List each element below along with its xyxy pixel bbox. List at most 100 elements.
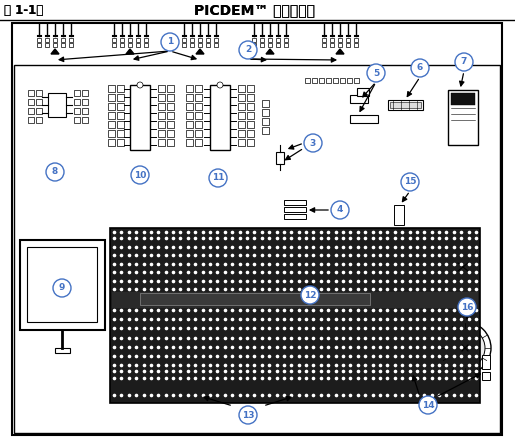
Circle shape (131, 166, 149, 184)
Bar (136, 43, 140, 47)
Bar (82, 99, 88, 105)
Bar (186, 121, 193, 128)
Bar (158, 85, 165, 92)
Circle shape (137, 82, 143, 88)
Bar (144, 38, 148, 42)
Text: 10: 10 (134, 171, 146, 179)
Text: 6: 6 (417, 64, 423, 72)
Bar (167, 130, 174, 137)
Circle shape (459, 342, 471, 354)
Bar (247, 130, 254, 137)
Bar (74, 90, 80, 96)
Bar (112, 43, 116, 47)
Polygon shape (126, 49, 134, 54)
Bar (108, 85, 115, 92)
Bar (37, 38, 41, 42)
Bar (74, 117, 80, 123)
Text: 3: 3 (310, 138, 316, 148)
Bar (252, 43, 256, 47)
Circle shape (401, 173, 419, 191)
Bar (108, 103, 115, 110)
Bar (36, 108, 42, 114)
Circle shape (455, 53, 473, 71)
Bar (186, 85, 193, 92)
Bar (112, 38, 116, 42)
Circle shape (209, 169, 227, 187)
Bar (340, 78, 345, 83)
Bar (136, 38, 140, 42)
Circle shape (411, 59, 429, 77)
Bar (61, 38, 65, 42)
Circle shape (301, 286, 319, 304)
Bar (276, 38, 280, 42)
Bar (260, 38, 264, 42)
Bar (247, 103, 254, 110)
Bar (167, 103, 174, 110)
Circle shape (419, 396, 437, 414)
Bar (238, 139, 245, 146)
Bar (53, 38, 57, 42)
Bar (36, 90, 42, 96)
Bar (195, 121, 202, 128)
Bar (158, 112, 165, 119)
Bar (268, 38, 272, 42)
Text: 7: 7 (461, 57, 467, 66)
Bar (388, 100, 423, 110)
Text: 9: 9 (59, 283, 65, 293)
Bar (167, 139, 174, 146)
Bar (140, 293, 370, 305)
Bar (108, 112, 115, 119)
Text: 2: 2 (245, 46, 251, 54)
Bar (198, 38, 202, 42)
Bar (108, 121, 115, 128)
Bar (354, 38, 358, 42)
Bar (167, 94, 174, 101)
Bar (195, 94, 202, 101)
Bar (158, 103, 165, 110)
Bar (108, 130, 115, 137)
Bar (117, 103, 124, 110)
Circle shape (239, 41, 257, 59)
Bar (284, 214, 306, 219)
Text: 14: 14 (422, 400, 434, 409)
Bar (158, 94, 165, 101)
Bar (36, 99, 42, 105)
Text: PICDEM™ 实验开发板: PICDEM™ 实验开发板 (195, 3, 316, 17)
Circle shape (331, 201, 349, 219)
Bar (210, 85, 230, 150)
Bar (190, 38, 194, 42)
Bar (110, 228, 480, 403)
Bar (198, 43, 202, 47)
Bar (319, 78, 324, 83)
Bar (276, 43, 280, 47)
Bar (247, 121, 254, 128)
Bar (37, 43, 41, 47)
Bar (117, 85, 124, 92)
Bar (262, 127, 269, 134)
Bar (346, 43, 350, 47)
Bar (82, 90, 88, 96)
Bar (186, 139, 193, 146)
Bar (130, 85, 150, 150)
Bar (394, 205, 404, 225)
Bar (55, 348, 70, 353)
Circle shape (161, 33, 179, 51)
Circle shape (239, 406, 257, 424)
Bar (45, 38, 49, 42)
Bar (182, 43, 186, 47)
Polygon shape (336, 49, 344, 54)
Text: 1: 1 (167, 38, 173, 46)
Bar (182, 38, 186, 42)
Bar (284, 38, 288, 42)
Bar (186, 94, 193, 101)
Text: 12: 12 (304, 290, 316, 300)
Bar (167, 85, 174, 92)
Bar (144, 43, 148, 47)
Bar (190, 43, 194, 47)
Bar (330, 43, 334, 47)
Bar (117, 121, 124, 128)
Bar (158, 139, 165, 146)
Bar (28, 108, 34, 114)
Bar (68, 38, 73, 42)
Bar (117, 112, 124, 119)
